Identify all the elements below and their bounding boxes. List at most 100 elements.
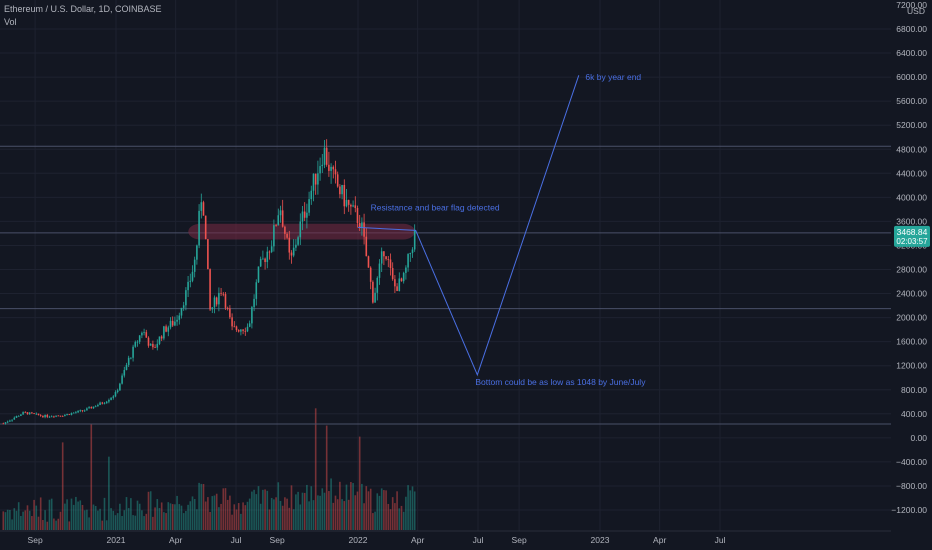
candle-body	[61, 416, 64, 417]
volume-bar	[202, 483, 205, 530]
volume-bar	[167, 502, 170, 530]
volume-bar	[130, 498, 132, 530]
candle-body	[26, 412, 29, 415]
candle-body	[114, 392, 117, 397]
volume-bar	[244, 505, 247, 530]
volume-bar	[116, 513, 119, 530]
volume-bar	[270, 497, 273, 530]
volume-bar	[295, 494, 297, 530]
annotation-text: Resistance and bear flag detected	[371, 203, 500, 213]
candle-body	[369, 267, 372, 282]
candle-body	[196, 245, 198, 260]
volume-bar	[330, 478, 332, 530]
volume-bar	[218, 507, 220, 530]
volume-bar	[70, 498, 73, 530]
candle-body	[270, 246, 273, 252]
candle-body	[312, 173, 315, 191]
candle-body	[389, 259, 392, 269]
volume-bar	[48, 499, 51, 530]
candle-body	[339, 186, 341, 195]
candle-body	[244, 330, 247, 332]
candle-body	[94, 406, 97, 408]
candle-body	[301, 211, 304, 222]
candle-body	[149, 343, 152, 346]
volume-bar	[374, 511, 376, 530]
candle-body	[156, 343, 159, 348]
candle-body	[158, 336, 161, 344]
candle-body	[178, 315, 181, 320]
y-tick-label: −800.00	[896, 481, 927, 491]
y-tick-label: 6800.00	[896, 24, 927, 34]
candle-body	[103, 403, 106, 405]
bar-countdown: 02:03:57	[896, 237, 928, 246]
volume-bar	[365, 486, 368, 530]
price-axis-panel[interactable]	[891, 0, 932, 550]
volume-bar	[90, 423, 93, 530]
volume-bar	[334, 495, 337, 530]
volume-bar	[158, 508, 161, 530]
volume-bar	[143, 516, 145, 530]
candle-body	[108, 399, 110, 402]
time-axis-panel[interactable]	[0, 531, 891, 550]
volume-bar	[275, 497, 277, 530]
candle-body	[398, 278, 401, 291]
candle-body	[372, 281, 374, 303]
candle-body	[50, 416, 53, 418]
candle-body	[317, 173, 319, 185]
x-tick-label: 2023	[591, 535, 610, 545]
y-tick-label: −400.00	[896, 457, 927, 467]
candle-body	[251, 307, 253, 324]
volume-bar	[240, 513, 242, 530]
candle-body	[237, 329, 240, 332]
volume-bar	[268, 509, 271, 530]
volume-bar	[396, 491, 398, 530]
volume-bar	[380, 488, 383, 530]
candle-body	[134, 342, 137, 347]
candle-body	[361, 222, 363, 228]
candle-body	[264, 258, 266, 263]
candle-body	[59, 415, 62, 417]
candle-body	[207, 239, 209, 270]
volume-bar	[13, 508, 16, 530]
y-tick-label: 1600.00	[896, 337, 927, 347]
volume-bar	[354, 495, 357, 530]
candle-body	[407, 254, 409, 268]
volume-bar	[123, 510, 126, 530]
candle-body	[116, 390, 119, 393]
candle-body	[405, 267, 407, 273]
candle-body	[9, 420, 11, 422]
volume-bar	[303, 492, 306, 530]
candle-body	[218, 292, 220, 305]
candle-body	[281, 210, 284, 227]
volume-bar	[341, 499, 343, 530]
price-axis: 6800.00 6400.00 6000.00 5600.00 5200.00 4800.…	[891, 0, 927, 515]
volume-bar	[323, 492, 326, 530]
volume-bar	[44, 510, 46, 530]
candle-body	[231, 317, 233, 327]
volume-bar	[259, 503, 262, 530]
x-tick-label: Sep	[270, 535, 285, 545]
volume-bar	[39, 497, 42, 530]
candle-body	[4, 422, 7, 424]
volume-bar	[97, 510, 99, 530]
volume-bar	[110, 508, 112, 530]
volume-bar	[152, 516, 154, 530]
volume-bar	[112, 510, 115, 530]
candle-body	[226, 307, 229, 309]
volume-bar	[237, 503, 240, 530]
volume-bar	[15, 510, 18, 530]
candle-body	[105, 401, 108, 404]
volume-bar	[147, 491, 150, 530]
volume-bar	[235, 509, 238, 530]
volume-bar	[284, 497, 286, 530]
candle-body	[229, 308, 231, 318]
volume-bar	[35, 505, 38, 530]
volume-bar	[134, 515, 137, 530]
annotation-text: 6k by year end	[585, 72, 641, 82]
candle-body	[185, 290, 187, 306]
x-tick-label: Apr	[653, 535, 666, 545]
volume-bar	[292, 509, 295, 530]
y-tick-label: 4000.00	[896, 192, 927, 202]
volume-bar	[86, 509, 88, 530]
